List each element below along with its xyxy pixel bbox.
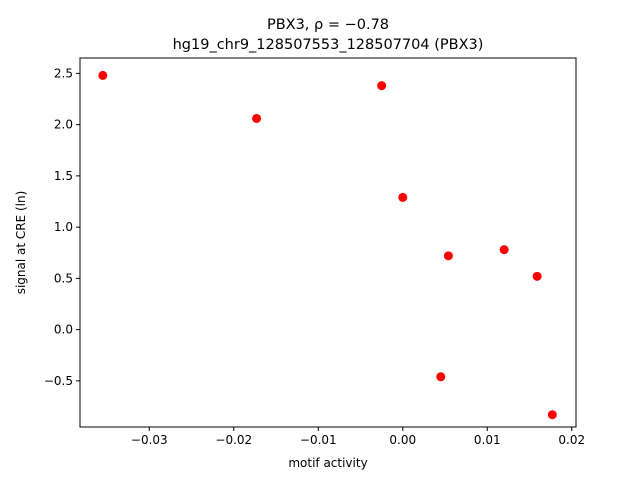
scatter-point	[398, 192, 408, 202]
scatter-point	[532, 271, 542, 281]
x-tick-label: −0.01	[300, 433, 337, 447]
data-points	[98, 70, 557, 420]
x-axis-label: motif activity	[288, 456, 367, 470]
scatter-point	[547, 410, 557, 420]
scatter-point	[443, 251, 453, 261]
scatter-point	[436, 372, 446, 382]
y-tick-label: −0.5	[44, 374, 73, 388]
scatter-point	[252, 113, 262, 123]
x-tick-label: 0.02	[558, 433, 585, 447]
scatter-point	[98, 70, 108, 80]
y-tick-label: 1.5	[54, 169, 73, 183]
chart-title-line2: hg19_chr9_128507553_128507704 (PBX3)	[173, 37, 484, 53]
y-tick-label: 0.5	[54, 271, 73, 285]
plot-area-frame	[79, 57, 577, 428]
scatter-point	[499, 245, 509, 255]
x-tick-label: −0.02	[215, 433, 252, 447]
y-tick-label: 0.0	[54, 323, 73, 337]
y-tick-label: 1.0	[54, 220, 73, 234]
x-tick-label: 0.01	[474, 433, 501, 447]
x-tick-label: −0.03	[131, 433, 168, 447]
y-tick-label: 2.5	[54, 66, 73, 80]
chart-title-line1: PBX3, ρ = −0.78	[267, 17, 389, 33]
scatter-point	[377, 81, 387, 91]
y-axis-label: signal at CRE (ln)	[14, 191, 28, 295]
y-tick-label: 2.0	[54, 118, 73, 132]
axis-ticks: −0.03 −0.02 −0.01 0.00 0.01 0.02 −0.5 0.0 0.5 1.0…	[44, 66, 585, 447]
x-tick-label: 0.00	[389, 433, 416, 447]
